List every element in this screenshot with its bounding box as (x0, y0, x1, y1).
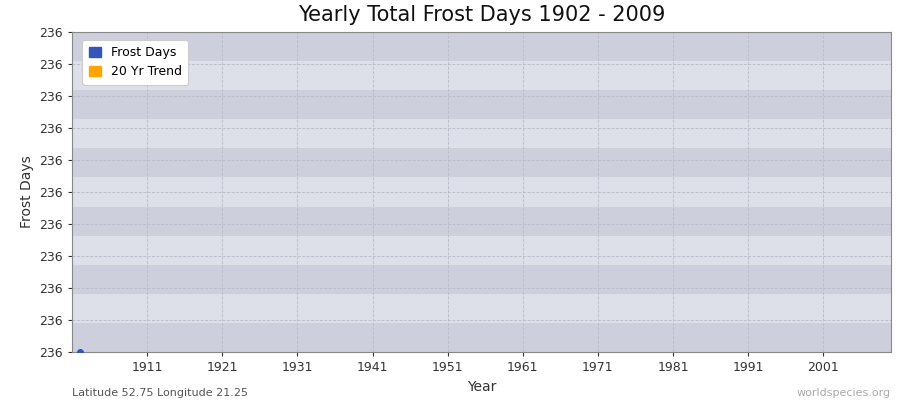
Bar (72, 148, 891, 178)
Bar (72, 32, 891, 61)
Bar (72, 119, 891, 148)
Bar (72, 236, 891, 265)
Legend: Frost Days, 20 Yr Trend: Frost Days, 20 Yr Trend (82, 40, 188, 85)
Bar (72, 178, 891, 206)
Bar (72, 61, 891, 90)
Bar (72, 294, 891, 323)
X-axis label: Year: Year (467, 380, 496, 394)
Text: Latitude 52.75 Longitude 21.25: Latitude 52.75 Longitude 21.25 (72, 388, 248, 398)
Bar (72, 323, 891, 352)
Y-axis label: Frost Days: Frost Days (20, 156, 34, 228)
Title: Yearly Total Frost Days 1902 - 2009: Yearly Total Frost Days 1902 - 2009 (298, 5, 665, 25)
Bar (72, 206, 891, 236)
Bar (72, 265, 891, 294)
Text: worldspecies.org: worldspecies.org (796, 388, 891, 398)
Bar (72, 90, 891, 119)
